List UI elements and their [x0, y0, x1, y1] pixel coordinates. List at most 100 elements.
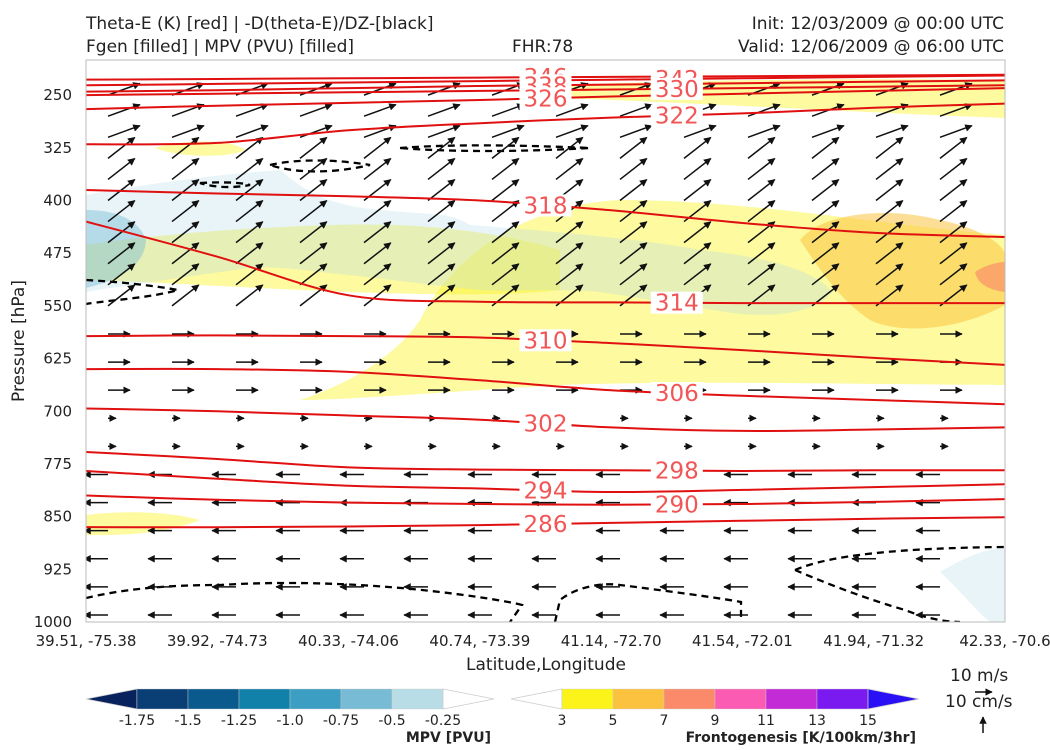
wind-vector — [299, 284, 328, 307]
theta-e-contour-label: 306 — [655, 381, 699, 407]
wind-vector — [555, 124, 589, 138]
colorbar-cell — [238, 688, 291, 710]
wind-vector — [875, 124, 909, 138]
colorbar-cell — [442, 688, 495, 710]
theta-e-label-bg — [519, 329, 572, 352]
colorbar-cell — [85, 688, 138, 710]
wind-vector — [875, 200, 904, 223]
wind-vector — [811, 124, 845, 138]
y-tick-label: 250 — [43, 86, 72, 104]
wind-vector — [107, 242, 136, 265]
wind-vector — [107, 221, 136, 244]
wind-vector — [171, 178, 200, 202]
wind-vector — [683, 242, 712, 265]
wind-vector — [683, 136, 712, 159]
wind-vector — [427, 221, 456, 244]
wind-vector — [619, 103, 653, 117]
wind-vector — [875, 221, 904, 244]
wind-vector — [747, 157, 776, 181]
wind-vector — [363, 284, 392, 307]
theta-e-contour-label: 302 — [524, 412, 568, 438]
wind-vector — [235, 124, 269, 138]
wind-reference-vertical-label: 10 cm/s — [945, 692, 1013, 712]
theta-e-label-bg — [519, 479, 572, 502]
wind-vector — [235, 157, 264, 181]
y-tick-label: 850 — [43, 508, 72, 526]
y-axis-label: Pressure [hPa] — [9, 280, 29, 402]
theta-e-contour-label: 294 — [524, 478, 568, 504]
wind-vector — [107, 157, 136, 181]
theta-e-contour-label: 318 — [524, 193, 568, 219]
plot-area: 3463423383303263223183143103063022982942… — [85, 59, 1006, 623]
wind-vector — [363, 263, 392, 286]
colorbar-cell — [867, 688, 920, 710]
wind-vector — [747, 263, 776, 286]
wind-vector — [555, 103, 589, 117]
y-tick-label: 325 — [43, 139, 72, 157]
wind-vector — [491, 157, 520, 181]
ddz-theta-e-contour — [794, 545, 1005, 622]
mpv-fill-minus-0.5 — [86, 210, 146, 288]
wind-vector — [171, 221, 200, 244]
colorbar-cell — [816, 688, 869, 710]
init-time: Init: 12/03/2009 @ 00:00 UTC — [751, 14, 1004, 34]
frontogenesis-fill-3 — [86, 224, 560, 295]
x-tick-label: 42.33, -70.6 — [959, 632, 1050, 650]
colorbar-cell — [510, 688, 563, 710]
colorbar-tick-label: 13 — [808, 713, 826, 729]
wind-vector — [299, 221, 328, 244]
wind-vector — [811, 242, 840, 265]
wind-vector — [619, 178, 648, 202]
wind-vector — [811, 178, 840, 202]
wind-vector — [363, 221, 392, 244]
theta-e-label-bg — [650, 381, 703, 404]
y-tick-label: 625 — [43, 350, 72, 368]
wind-vector — [811, 200, 840, 223]
wind-vector — [747, 200, 776, 223]
wind-reference-key: 10 m/s 10 cm/s — [945, 666, 1013, 733]
wind-vector — [235, 136, 264, 159]
wind-vector — [491, 124, 525, 138]
frontogenesis-fill-3 — [86, 512, 200, 536]
wind-vector — [939, 178, 968, 202]
theta-e-contour-label: 298 — [655, 459, 699, 485]
colorbar-title: Frontogenesis [K/100km/3hr] — [686, 730, 916, 746]
wind-vector — [427, 136, 456, 159]
wind-vector — [747, 242, 776, 265]
colorbar-cell — [340, 688, 393, 710]
x-tick-label: 41.54, -72.01 — [692, 632, 793, 650]
x-tick-label: 39.51, -75.38 — [36, 632, 137, 650]
wind-vector — [939, 200, 968, 223]
wind-vector — [939, 157, 968, 181]
wind-vector — [427, 103, 461, 117]
wind-vector — [299, 178, 328, 202]
frontogenesis-fill-7 — [975, 262, 1005, 292]
wind-vector — [875, 157, 904, 181]
wind-vector — [235, 263, 264, 286]
wind-vector — [235, 242, 264, 265]
wind-vector — [427, 200, 456, 223]
ddz-theta-e-contour — [399, 144, 591, 153]
x-tick-label: 40.74, -73.39 — [429, 632, 530, 650]
wind-vector — [875, 263, 904, 286]
theta-e-label-bg — [650, 493, 703, 516]
y-tick-label: 925 — [43, 560, 72, 578]
theta-e-contour-label: 314 — [655, 291, 699, 317]
wind-vector — [811, 263, 840, 286]
wind-vector — [171, 263, 200, 286]
wind-vector — [875, 178, 904, 202]
wind-vector — [363, 200, 392, 223]
theta-e-contour-label: 286 — [524, 512, 568, 538]
theta-e-label-bg — [650, 104, 703, 127]
colorbar-tick-label: -1.0 — [276, 713, 303, 729]
ddz-theta-e-contour — [265, 159, 371, 173]
colorbar-cell — [289, 688, 342, 710]
colorbar-cell — [714, 688, 767, 710]
ddz-theta-e-contour — [86, 278, 179, 306]
y-tick-label: 550 — [43, 297, 72, 315]
wind-vector — [811, 136, 840, 159]
wind-vector — [555, 157, 584, 181]
wind-vector — [171, 284, 200, 307]
forecast-hour: FHR:78 — [512, 37, 574, 57]
